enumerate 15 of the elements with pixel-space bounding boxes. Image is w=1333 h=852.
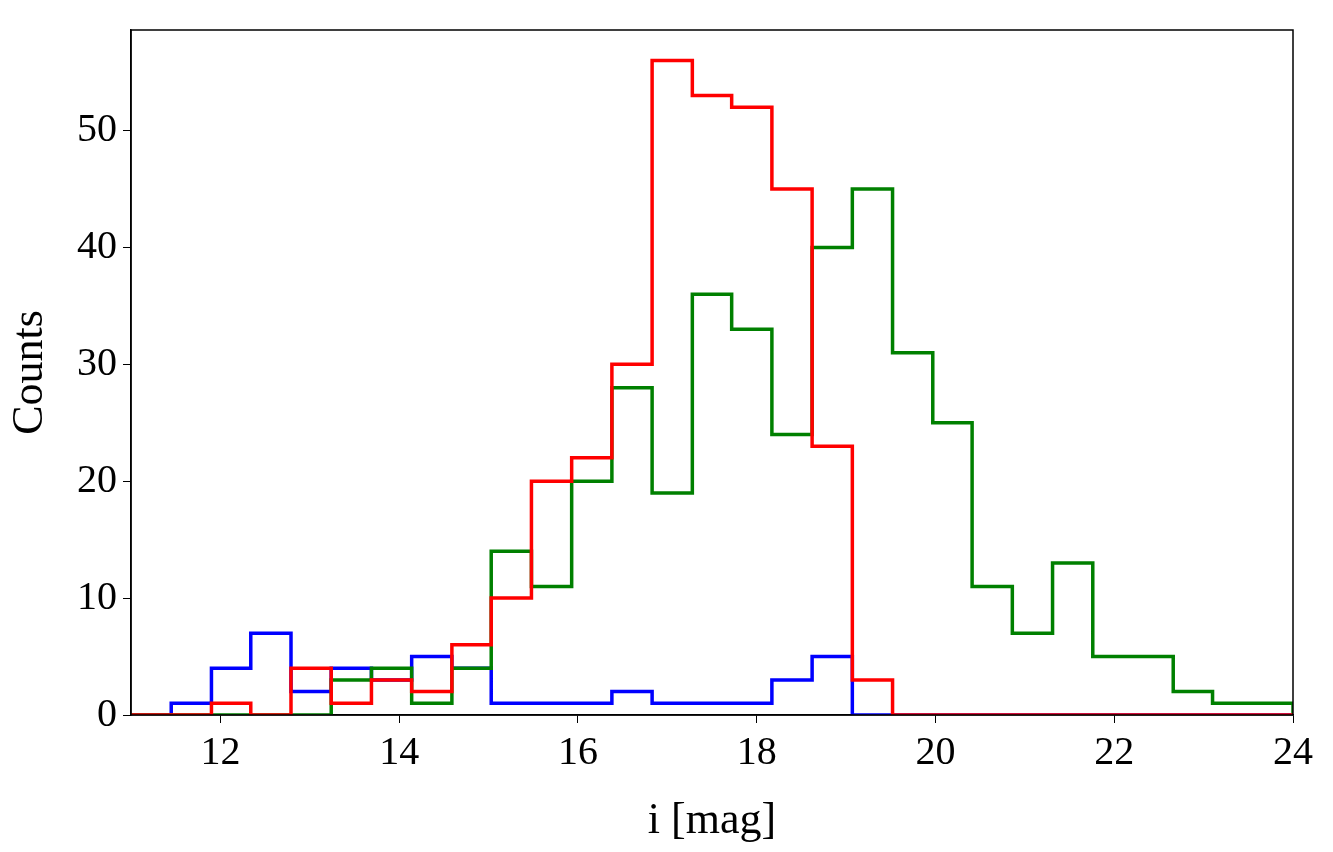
y-tick-label: 0 <box>97 689 117 735</box>
x-tick-label: 20 <box>915 727 956 773</box>
y-tick-label: 10 <box>77 572 117 618</box>
x-tick-label: 16 <box>557 727 598 773</box>
x-tick-label: 24 <box>1273 727 1313 773</box>
y-tick-label: 50 <box>77 105 117 151</box>
x-tick-label: 12 <box>200 727 241 773</box>
x-tick-label: 18 <box>736 727 777 773</box>
y-tick-label: 20 <box>77 455 117 501</box>
x-tick-label: 14 <box>379 727 420 773</box>
y-tick-label: 30 <box>77 338 117 384</box>
x-tick-label: 22 <box>1094 727 1135 773</box>
x-axis-title: i [mag] <box>647 794 777 844</box>
y-tick-label: 40 <box>77 221 117 267</box>
y-axis-title: Counts <box>2 310 52 435</box>
